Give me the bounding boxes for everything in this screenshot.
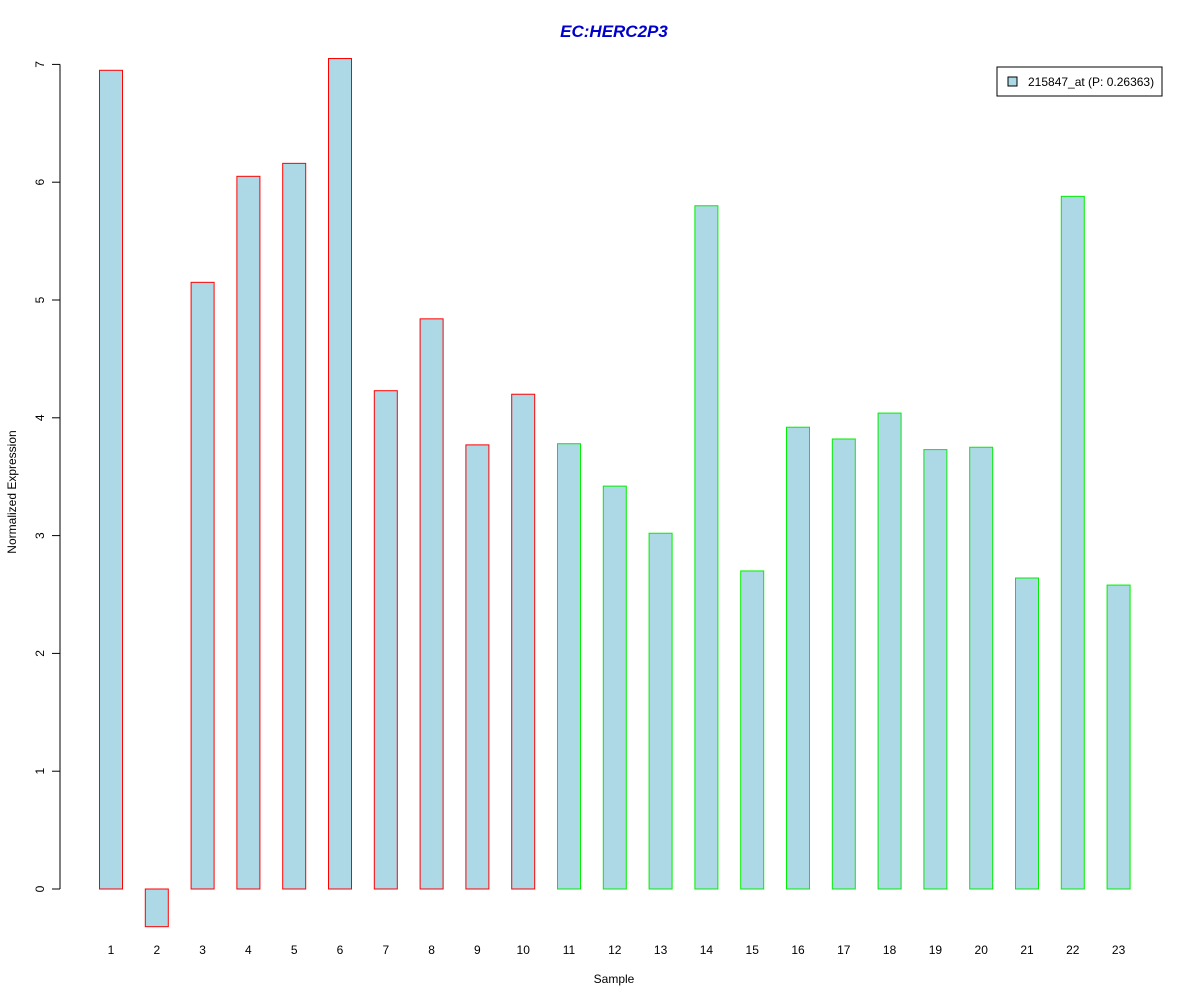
bar <box>877 412 902 890</box>
y-axis-title: Normalized Expression <box>5 430 19 553</box>
x-tick-label: 22 <box>1066 943 1080 957</box>
x-tick-label: 6 <box>337 943 344 957</box>
x-tick-label: 15 <box>746 943 760 957</box>
legend-label: 215847_at (P: 0.26363) <box>1028 75 1154 89</box>
x-tick-label: 20 <box>975 943 989 957</box>
bar <box>419 318 444 890</box>
bar <box>236 175 261 890</box>
x-tick-label: 8 <box>428 943 435 957</box>
bar <box>923 449 948 890</box>
chart-title: EC:HERC2P3 <box>560 22 668 41</box>
y-tick-label: 4 <box>33 414 47 421</box>
bar <box>740 570 765 890</box>
bar <box>373 390 398 890</box>
x-tick-label: 23 <box>1112 943 1126 957</box>
bar <box>602 485 627 890</box>
x-tick-label: 3 <box>199 943 206 957</box>
x-tick-label: 18 <box>883 943 897 957</box>
x-axis-title: Sample <box>594 972 635 986</box>
x-tick-label: 17 <box>837 943 851 957</box>
bar <box>831 438 856 890</box>
bar <box>190 281 215 890</box>
x-tick-label: 14 <box>700 943 714 957</box>
y-tick-label: 6 <box>33 179 47 186</box>
x-tick-label: 9 <box>474 943 481 957</box>
legend: 215847_at (P: 0.26363) <box>996 66 1163 97</box>
bar <box>694 205 719 890</box>
bar <box>282 162 307 890</box>
bar <box>465 444 490 890</box>
x-tick-label: 16 <box>791 943 805 957</box>
y-tick-label: 7 <box>33 61 47 68</box>
bar <box>511 393 536 890</box>
y-tick-label: 3 <box>33 532 47 539</box>
x-tick-label: 1 <box>108 943 115 957</box>
bar-group <box>99 58 1131 928</box>
y-tick-label: 5 <box>33 296 47 303</box>
y-tick-label: 0 <box>33 885 47 892</box>
x-tick-label: 21 <box>1020 943 1034 957</box>
bar <box>557 443 581 890</box>
x-tick-label: 10 <box>517 943 531 957</box>
legend-box <box>996 66 1163 97</box>
bar <box>99 69 123 890</box>
bar <box>1060 195 1085 890</box>
bar <box>144 888 169 928</box>
x-tick-label: 7 <box>382 943 389 957</box>
x-tick-label: 12 <box>608 943 622 957</box>
bar <box>648 532 673 890</box>
y-tick-label: 1 <box>33 768 47 775</box>
bar <box>786 426 810 890</box>
bar <box>1015 577 1039 890</box>
bar <box>328 58 352 890</box>
y-tick-label: 2 <box>33 650 47 657</box>
legend-swatch <box>1007 76 1018 87</box>
x-tick-label: 5 <box>291 943 298 957</box>
x-tick-label: 11 <box>563 943 576 957</box>
x-tick-label: 13 <box>654 943 668 957</box>
bar <box>1106 584 1131 890</box>
x-tick-label: 2 <box>153 943 160 957</box>
y-axis: 0 1 2 3 4 5 6 7 <box>33 61 61 892</box>
x-tick-labels: 1 2 3 4 5 6 7 8 9 10 11 12 13 14 15 16 17 18 19 20 21 22 23 <box>108 943 1126 957</box>
x-tick-label: 19 <box>929 943 943 957</box>
bar <box>969 446 994 890</box>
x-tick-label: 4 <box>245 943 252 957</box>
